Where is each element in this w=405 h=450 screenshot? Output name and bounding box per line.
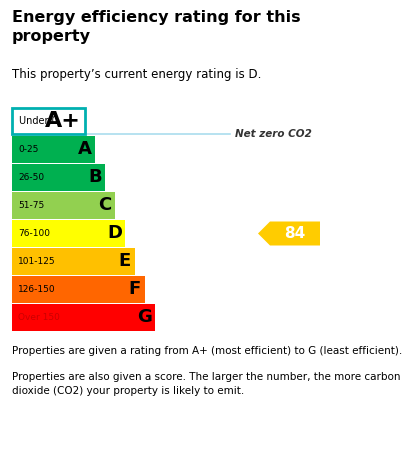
Bar: [12, 192, 115, 219]
Text: 26-50: 26-50: [18, 173, 44, 182]
Text: E: E: [119, 252, 131, 270]
Text: Properties are given a rating from A+ (most efficient) to G (least efficient).: Properties are given a rating from A+ (m…: [12, 346, 402, 356]
Text: G: G: [137, 309, 152, 327]
Text: D: D: [107, 225, 122, 243]
Bar: [12, 304, 155, 331]
Text: A+: A+: [45, 111, 81, 131]
Text: 51-75: 51-75: [18, 201, 44, 210]
Bar: [12, 248, 135, 275]
Text: Properties are also given a score. The larger the number, the more carbon
dioxid: Properties are also given a score. The l…: [12, 372, 401, 396]
Text: Energy efficiency rating for this
property: Energy efficiency rating for this proper…: [12, 10, 301, 44]
Text: C: C: [98, 197, 112, 215]
Polygon shape: [258, 221, 320, 246]
Text: 0-25: 0-25: [18, 145, 38, 154]
Bar: [12, 220, 125, 247]
Text: 126-150: 126-150: [18, 285, 55, 294]
Text: Net zero CO2: Net zero CO2: [235, 129, 312, 139]
Text: F: F: [128, 280, 141, 298]
Text: Under 0: Under 0: [19, 116, 58, 126]
FancyBboxPatch shape: [12, 108, 85, 134]
Text: A: A: [78, 140, 92, 158]
Text: B: B: [88, 168, 102, 186]
Bar: [12, 276, 145, 303]
Text: 76-100: 76-100: [18, 229, 50, 238]
Text: Over 150: Over 150: [18, 313, 60, 322]
Bar: [12, 136, 95, 163]
Text: 101-125: 101-125: [18, 257, 55, 266]
Bar: [12, 164, 105, 191]
Text: 84: 84: [284, 226, 306, 241]
Text: This property’s current energy rating is D.: This property’s current energy rating is…: [12, 68, 261, 81]
